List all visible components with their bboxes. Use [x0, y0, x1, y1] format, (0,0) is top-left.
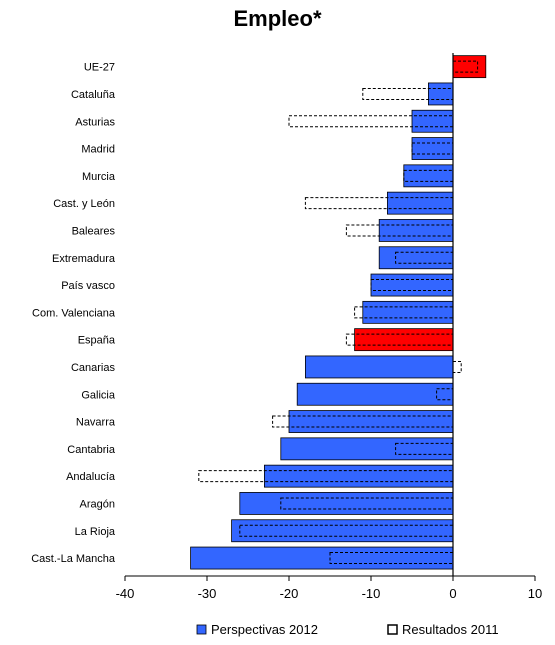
bar-perspectivas-madrid — [411, 137, 454, 160]
x-tick-label: -10 — [362, 586, 381, 601]
bar-perspectivas-com-valenciana — [362, 300, 454, 324]
chart-title: Empleo* — [233, 6, 322, 31]
category-label-pais-vasco: País vasco — [61, 280, 115, 292]
category-label-canarias: Canarias — [71, 362, 116, 374]
category-label-extremadura: Extremadura — [52, 253, 116, 265]
bar-perspectivas-cast-la-mancha — [190, 546, 454, 570]
category-label-murcia: Murcia — [82, 171, 116, 183]
bar-perspectivas-baleares — [378, 219, 454, 242]
category-label-galicia: Galicia — [81, 389, 116, 401]
bar-perspectivas-canarias — [304, 355, 454, 379]
legend-label-perspectivas: Perspectivas 2012 — [211, 622, 318, 637]
category-label-andalucia: Andalucía — [66, 471, 116, 483]
bar-perspectivas-espana — [354, 328, 454, 352]
category-label-cataluna: Cataluña — [71, 89, 116, 101]
x-tick-label: -30 — [198, 586, 217, 601]
bar-resultados-cast-la-mancha — [329, 552, 454, 565]
bar-perspectivas-extremadura — [378, 246, 454, 270]
category-label-com-valenciana: Com. Valenciana — [32, 307, 116, 319]
bar-resultados-cast-y-leon — [304, 197, 454, 210]
category-labels: UE-27 Cataluña Asturias Madrid Murcia Cast. y… — [31, 62, 116, 565]
bar-perspectivas-andalucia — [263, 464, 454, 488]
bar-perspectivas-la-rioja — [231, 519, 454, 543]
x-tick-label: -40 — [116, 586, 135, 601]
legend: Perspectivas 2012 Resultados 2011 — [196, 622, 499, 637]
bar-perspectivas-aragon — [239, 492, 454, 515]
x-tick-label: -20 — [280, 586, 299, 601]
bar-resultados-canarias — [452, 360, 462, 373]
bar-perspectivas-cast-y-leon — [386, 191, 454, 215]
bars-perspectivas — [190, 55, 487, 570]
x-tick-label: 0 — [449, 586, 456, 601]
bar-perspectivas-murcia — [403, 164, 454, 188]
bar-perspectivas-galicia — [296, 382, 454, 406]
bar-perspectivas-cantabria — [280, 437, 454, 461]
x-axis: -40 -30 -20 -10 0 10 — [116, 575, 542, 601]
bar-perspectivas-ue-27 — [452, 55, 487, 79]
category-label-madrid: Madrid — [81, 144, 115, 156]
category-label-cast-la-mancha: Cast.-La Mancha — [31, 553, 116, 565]
category-label-aragon: Aragón — [80, 498, 115, 510]
bar-resultados-andalucia — [198, 470, 454, 483]
category-label-asturias: Asturias — [75, 116, 115, 128]
legend-swatch-perspectivas — [196, 624, 207, 635]
bar-perspectivas-cataluna — [427, 82, 454, 106]
bar-resultados-asturias — [288, 115, 454, 128]
category-label-cantabria: Cantabria — [67, 444, 116, 456]
bar-perspectivas-asturias — [411, 109, 454, 133]
legend-swatch-resultados — [387, 624, 398, 635]
category-label-espana: España — [78, 335, 116, 347]
category-label-baleares: Baleares — [72, 225, 116, 237]
x-tick-label: 10 — [528, 586, 542, 601]
bar-perspectivas-navarra — [288, 410, 454, 433]
category-label-la-rioja: La Rioja — [75, 526, 116, 538]
bar-perspectivas-pais-vasco — [370, 273, 454, 297]
bar-resultados-la-rioja — [239, 524, 454, 537]
category-label-cast-y-leon: Cast. y León — [53, 198, 115, 210]
legend-label-resultados: Resultados 2011 — [402, 622, 499, 637]
category-label-navarra: Navarra — [76, 417, 116, 429]
category-label-ue-27: UE-27 — [84, 62, 115, 74]
